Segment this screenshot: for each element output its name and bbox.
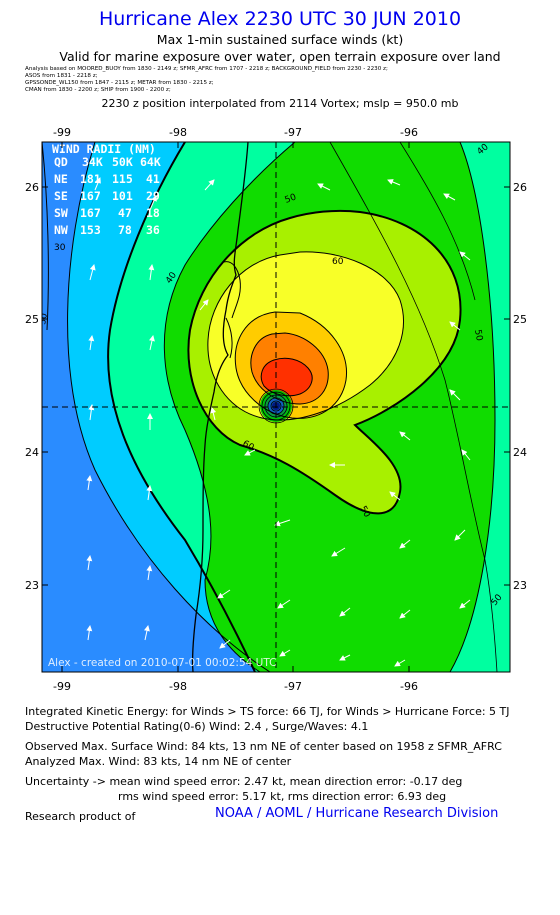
wind-radii-col: QD xyxy=(54,155,68,169)
research-label: Research product of xyxy=(25,810,136,823)
uncertainty-line: Uncertainty -> mean wind speed error: 2.… xyxy=(25,775,463,788)
laguna-madre-coast xyxy=(223,261,241,319)
wind-radii-cell: 78 xyxy=(118,223,132,237)
analyzed-max-line: Analyzed Max. Wind: 83 kts, 14 nm NE of … xyxy=(25,755,292,768)
creation-watermark: Alex - created on 2010-07-01 00:02:54 UT… xyxy=(48,657,276,669)
page-title: Hurricane Alex 2230 UTC 30 JUN 2010 xyxy=(98,8,462,30)
wind-radii-cell: 18 xyxy=(146,206,160,220)
source-line: ASOS from 1831 - 2218 z; xyxy=(25,73,98,79)
lat-tick-left: 26 xyxy=(25,181,39,194)
lat-tick-right: 26 xyxy=(513,181,527,194)
wind-radii-cell: SW xyxy=(54,206,68,220)
contour-label: 40 xyxy=(440,118,452,125)
wind-analysis-map: -99 -98 -97 -96 -99 -98 -97 -96 26 25 24… xyxy=(25,118,527,693)
lat-tick-left: 24 xyxy=(25,446,39,459)
validity-note: Valid for marine exposure over water, op… xyxy=(59,49,501,64)
map-frame xyxy=(41,141,511,673)
wind-radii-cell: 167 xyxy=(80,189,101,203)
coastline xyxy=(191,142,249,672)
wind-radii-cell: 153 xyxy=(80,223,101,237)
source-line: CMAN from 1830 - 2200 z; SHIP from 1900 … xyxy=(25,87,171,93)
source-line: Analysis based on MOORED_BUOY from 1830 … xyxy=(25,66,388,72)
wind-radii-cell: 181 xyxy=(80,172,101,186)
lon-tick-bottom: -99 xyxy=(53,680,71,693)
lon-tick-bottom: -98 xyxy=(169,680,187,693)
contour-label: 60 xyxy=(332,257,344,267)
wind-radii-col: 64K xyxy=(140,155,161,169)
source-line: GPSSONDE_WL150 from 1847 - 2115 z; METAR… xyxy=(25,80,214,86)
lon-tick-top: -98 xyxy=(169,126,187,139)
wind-radii-col: 50K xyxy=(112,155,133,169)
noaa-credit-link[interactable]: NOAA / AOML / Hurricane Research Divisio… xyxy=(215,806,499,821)
wind-radii-cell: SE xyxy=(54,189,68,203)
center-crosshair xyxy=(42,142,510,672)
observed-max-line: Observed Max. Surface Wind: 84 kts, 13 n… xyxy=(25,740,502,753)
axis-ticks xyxy=(42,142,510,672)
wind-radii-cell: 41 xyxy=(146,172,160,186)
lon-tick-bottom: -97 xyxy=(284,680,302,693)
contour-lines xyxy=(42,142,498,672)
lat-tick-right: 23 xyxy=(513,579,527,592)
wind-vectors xyxy=(86,177,471,667)
wind-radii-cell: 101 xyxy=(112,189,133,203)
lat-tick-left: 25 xyxy=(25,313,39,326)
wind-radii-cell: 47 xyxy=(118,206,132,220)
wind-radii-col: 34K xyxy=(82,155,103,169)
page-subtitle: Max 1-min sustained surface winds (kt) xyxy=(156,32,404,47)
lon-tick-bottom: -96 xyxy=(400,680,418,693)
lon-tick-top: -96 xyxy=(400,126,418,139)
wind-radii-heading: WIND RADII (NM) xyxy=(52,142,156,156)
wind-radii-cell: 115 xyxy=(112,172,133,186)
wind-band-core xyxy=(261,358,313,396)
wind-radii-table: WIND RADII (NM) QD 34K 50K 64K NE 181 11… xyxy=(52,142,161,237)
contour-label: 50 xyxy=(472,329,484,342)
lon-tick-top: -97 xyxy=(284,126,302,139)
lat-tick-right: 24 xyxy=(513,446,527,459)
lat-tick-left: 23 xyxy=(25,579,39,592)
uncertainty-rms-line: rms wind speed error: 5.17 kt, rms direc… xyxy=(118,790,447,803)
wind-radii-cell: 29 xyxy=(146,189,160,203)
contour-label: 30 xyxy=(54,243,66,253)
wind-radii-cell: 36 xyxy=(146,223,160,237)
barrier-island xyxy=(225,317,233,359)
wind-field: 30 40 40 50 50 50 60 60 50 40 30 WIND RA… xyxy=(42,118,510,672)
wind-radii-cell: NE xyxy=(54,172,68,186)
position-note: 2230 z position interpolated from 2114 V… xyxy=(101,97,459,110)
lat-tick-right: 25 xyxy=(513,313,527,326)
dpr-line: Destructive Potential Rating(0-6) Wind: … xyxy=(25,720,369,733)
wind-radii-cell: 167 xyxy=(80,206,101,220)
ike-line: Integrated Kinetic Energy: for Winds > T… xyxy=(25,705,510,718)
contour-label: 50 xyxy=(284,192,298,205)
wind-radii-cell: NW xyxy=(54,223,68,237)
lon-tick-top: -99 xyxy=(53,126,71,139)
